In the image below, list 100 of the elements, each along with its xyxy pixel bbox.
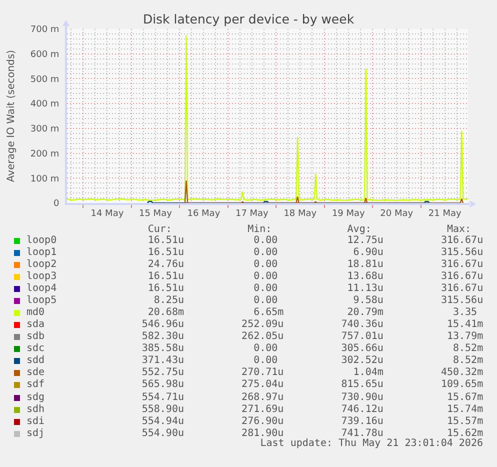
x-tick-label: 20 May xyxy=(380,208,414,219)
text: 15.62m xyxy=(446,428,484,439)
legend-label: sdd xyxy=(26,355,45,367)
text: 565.98u xyxy=(142,379,184,392)
text: 15.57m xyxy=(446,416,484,428)
text: 739.16u xyxy=(341,416,384,428)
text: 13.79m xyxy=(446,331,484,344)
text: 20.68m xyxy=(148,307,184,320)
legend-label: sdi xyxy=(26,416,45,428)
legend-label: sdg xyxy=(26,392,45,404)
text: 741.78u xyxy=(341,428,384,439)
text: 6.90u xyxy=(353,247,384,260)
legend-label: sdh xyxy=(26,404,45,416)
text: Avg: xyxy=(347,224,372,236)
text: Cur: xyxy=(148,224,172,236)
text: 8.52m xyxy=(453,355,484,368)
text: 9.58u xyxy=(353,295,384,308)
line-series xyxy=(67,34,468,201)
text: 270.71u xyxy=(242,367,284,380)
text: 6.65m xyxy=(254,307,284,320)
text: 268.97u xyxy=(242,392,284,404)
text: 16.51u xyxy=(148,235,184,247)
y-tick-label: 0 xyxy=(53,199,60,210)
text: 281.90u xyxy=(242,428,284,439)
text: 316.67u xyxy=(440,283,484,296)
text: Max: xyxy=(446,224,472,236)
text: 582.30u xyxy=(142,331,184,344)
legend-label: loop3 xyxy=(26,271,57,283)
x-tick-label: 19 May xyxy=(332,208,366,219)
legend-label: sde xyxy=(26,367,45,379)
chart-title: Disk latency per device - by week xyxy=(142,11,355,26)
legend-label: loop1 xyxy=(26,247,57,259)
text: 15.74m xyxy=(446,404,484,416)
text: 302.52u xyxy=(341,355,384,368)
text: 730.90u xyxy=(341,392,384,404)
y-tick-label: 400 m xyxy=(30,100,60,110)
text: 0.00 xyxy=(254,235,278,247)
text: 554.90u xyxy=(142,428,184,440)
y-tick-label: 700 m xyxy=(30,25,60,36)
text: Last update: Thu May 21 23:01:04 2026 xyxy=(260,438,483,450)
text: 8.52m xyxy=(453,343,484,356)
text: 275.04u xyxy=(242,379,284,392)
text: 0.00 xyxy=(254,343,278,356)
text: 252.09u xyxy=(242,319,284,332)
text: 271.69u xyxy=(242,404,284,416)
text: 8.25u xyxy=(154,295,184,308)
text: 276.90u xyxy=(242,416,284,428)
text: 1.04m xyxy=(353,367,384,380)
text: 24.76u xyxy=(148,259,184,272)
text: 0.00 xyxy=(254,259,278,272)
y-tick-label: 100 m xyxy=(30,174,60,184)
text: 0.00 xyxy=(254,271,278,284)
line-series xyxy=(184,180,464,203)
text: 740.36u xyxy=(341,319,384,332)
text: 450.32m xyxy=(440,367,484,380)
text: 316.67u xyxy=(440,235,484,247)
text: 371.43u xyxy=(142,355,184,368)
text: 15.67m xyxy=(446,392,484,404)
legend-label: sdj xyxy=(26,428,45,440)
text: 315.56u xyxy=(440,247,484,260)
text: 315.56u xyxy=(440,295,484,308)
y-tick-label: 500 m xyxy=(30,74,60,85)
text: 316.67u xyxy=(440,271,484,284)
x-tick-label: 14 May xyxy=(90,208,124,219)
text: 109.65m xyxy=(440,379,484,392)
y-tick-label: 300 m xyxy=(30,124,60,135)
text: 16.51u xyxy=(148,283,184,296)
text: 316.67u xyxy=(440,259,484,272)
text: 746.12u xyxy=(341,404,384,416)
text: 3.35 xyxy=(453,307,478,320)
legend-label: loop0 xyxy=(26,235,57,247)
x-tick-label: 21 May xyxy=(428,208,462,219)
legend-label: sdc xyxy=(26,343,45,355)
legend-label: loop4 xyxy=(26,283,57,295)
text: 0.00 xyxy=(254,247,278,260)
legend-label: sda xyxy=(26,319,45,331)
text: 20.79m xyxy=(347,307,384,320)
x-tick-label: 16 May xyxy=(187,208,221,219)
text: Min: xyxy=(248,224,272,236)
x-tick-label: 15 May xyxy=(138,208,173,219)
text: 16.51u xyxy=(148,271,184,284)
text: 11.13u xyxy=(347,283,384,296)
text: 546.96u xyxy=(142,319,184,332)
text: 15.41m xyxy=(446,319,484,332)
y-axis-title: Average IO Wait (seconds) xyxy=(6,50,17,182)
text: 558.90u xyxy=(142,404,184,416)
text: 554.94u xyxy=(142,416,184,428)
legend-label: loop5 xyxy=(26,295,57,307)
text: 554.71u xyxy=(142,392,184,404)
text: 0.00 xyxy=(254,295,278,308)
text: 16.51u xyxy=(148,247,184,260)
text: 12.75u xyxy=(347,235,384,247)
text: 0.00 xyxy=(254,283,278,296)
y-tick-label: 200 m xyxy=(30,149,60,160)
x-tick-label: 17 May xyxy=(235,208,270,219)
x-tick-label: 18 May xyxy=(284,208,318,219)
legend-label: sdf xyxy=(26,379,45,392)
legend-label: md0 xyxy=(26,307,45,319)
text: 552.75u xyxy=(142,367,184,380)
legend-label: sdb xyxy=(26,331,45,343)
